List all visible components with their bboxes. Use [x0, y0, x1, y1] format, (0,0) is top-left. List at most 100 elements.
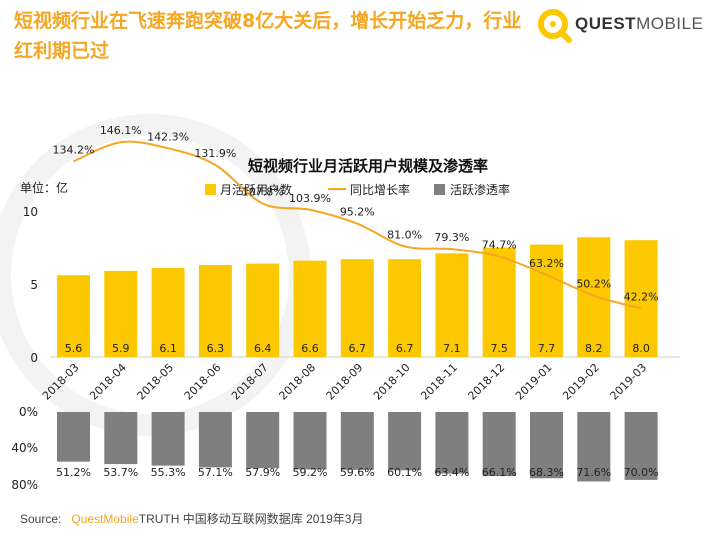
mau-bar [340, 259, 374, 357]
x-tick-label: 2018-08 [276, 361, 318, 403]
mau-value-label: 8.0 [632, 342, 650, 355]
x-tick-label: 2018-04 [87, 361, 129, 403]
mau-value-label: 5.6 [65, 342, 83, 355]
penetration-bar [151, 412, 185, 466]
headline: 短视频行业在飞速奔跑突破8亿大关后，增长开始乏力，行业红利期已过 [14, 10, 522, 62]
penetration-bar [388, 412, 422, 471]
x-tick-label: 2018-05 [135, 361, 177, 403]
mau-bar [577, 237, 611, 357]
x-tick-label: 2018-11 [418, 361, 460, 403]
mau-bar [57, 275, 90, 357]
penetration-value-label: 57.9% [245, 466, 280, 479]
growth-value-label: 63.2% [529, 257, 564, 270]
x-tick-label: 2019-03 [608, 361, 650, 403]
growth-value-label: 107.8% [242, 186, 284, 199]
penetration-value-label: 59.6% [340, 466, 375, 479]
mau-bar [388, 259, 422, 357]
growth-value-label: 42.2% [624, 290, 659, 303]
chart-marks: 5.62018-0351.2%5.92018-0453.7%6.12018-05… [40, 124, 680, 482]
y-tick-bottom-40: 40% [11, 441, 38, 455]
mau-bar [246, 263, 280, 357]
growth-value-label: 103.9% [289, 192, 331, 205]
penetration-bar [104, 412, 138, 465]
legend-label-penetration: 活跃渗透率 [450, 182, 510, 197]
mau-value-label: 6.6 [301, 342, 319, 355]
legend-label-mau: 月活跃用户数 [220, 182, 292, 197]
x-tick-label: 2018-12 [466, 361, 508, 403]
penetration-bar [198, 412, 232, 468]
growth-value-label: 95.2% [340, 206, 375, 219]
growth-value-label: 142.3% [147, 130, 189, 143]
y-tick-top-5: 5 [30, 278, 38, 292]
legend-swatch-mau [205, 184, 216, 195]
growth-value-label: 146.1% [100, 124, 142, 137]
mau-value-label: 6.7 [349, 342, 367, 355]
chart-title: 短视频行业月活跃用户规模及渗透率 [248, 157, 488, 175]
mau-value-label: 8.2 [585, 342, 603, 355]
x-tick-label: 2018-06 [182, 361, 224, 403]
penetration-value-label: 63.4% [434, 466, 469, 479]
y-tick-top-10: 10 [23, 205, 38, 219]
mau-value-label: 6.3 [207, 342, 225, 355]
mau-bar [104, 270, 138, 357]
mau-value-label: 6.1 [159, 342, 177, 355]
logo-text-quest: QUEST [575, 14, 637, 33]
x-tick-label: 2018-09 [324, 361, 366, 403]
unit-label: 单位：亿 [20, 180, 68, 195]
source-rest: TRUTH 中国移动互联网数据库 2019年3月 [138, 512, 364, 526]
penetration-value-label: 60.1% [387, 466, 422, 479]
penetration-bar [340, 412, 374, 470]
mau-bar [293, 260, 327, 357]
growth-value-label: 131.9% [194, 147, 236, 160]
penetration-value-label: 70.0% [624, 466, 659, 479]
mau-bar [198, 265, 232, 357]
source-note: Source: QuestMobileTRUTH 中国移动互联网数据库 2019… [20, 510, 363, 527]
penetration-value-label: 51.2% [56, 466, 91, 479]
mau-value-label: 6.4 [254, 342, 272, 355]
source-brand: QuestMobile [71, 512, 139, 526]
penetration-value-label: 53.7% [103, 466, 138, 479]
penetration-bar [482, 412, 516, 477]
penetration-bar [624, 412, 658, 480]
logo-text-mobile: MOBILE [636, 14, 704, 33]
quest-mobile-logo-icon [538, 9, 572, 43]
mau-value-label: 7.7 [538, 342, 556, 355]
mau-bar [624, 240, 658, 357]
penetration-bar [435, 412, 469, 474]
x-tick-label: 2019-01 [513, 361, 555, 403]
mau-bar [482, 247, 516, 357]
mau-bar [435, 253, 469, 357]
x-tick-label: 2018-10 [371, 361, 413, 403]
y-tick-bottom-80: 80% [11, 478, 38, 492]
growth-value-label: 81.0% [387, 228, 422, 241]
penetration-value-label: 66.1% [482, 466, 517, 479]
x-tick-label: 2019-02 [560, 361, 602, 403]
y-tick-top-0: 0 [30, 351, 38, 365]
penetration-value-label: 59.2% [293, 466, 328, 479]
mau-value-label: 7.1 [443, 342, 461, 355]
legend-swatch-penetration [434, 184, 445, 195]
quest-mobile-logo: QUESTMOBILE [537, 8, 707, 44]
mau-value-label: 6.7 [396, 342, 414, 355]
growth-value-label: 134.2% [53, 143, 95, 156]
penetration-value-label: 55.3% [151, 466, 186, 479]
mau-bar [151, 267, 185, 357]
legend-label-growth: 同比增长率 [350, 182, 410, 197]
mau-bar [530, 244, 563, 357]
penetration-bar [530, 412, 563, 479]
penetration-bar [293, 412, 327, 470]
growth-line [73, 140, 642, 310]
penetration-value-label: 57.1% [198, 466, 233, 479]
penetration-bar [246, 412, 280, 469]
y-tick-bottom-0: 0% [19, 405, 38, 419]
growth-value-label: 74.7% [482, 238, 517, 251]
growth-value-label: 79.3% [434, 231, 469, 244]
source-prefix: Source: [20, 512, 62, 526]
growth-value-label: 50.2% [576, 278, 611, 291]
mau-value-label: 5.9 [112, 342, 130, 355]
penetration-value-label: 68.3% [529, 466, 564, 479]
mau-value-label: 7.5 [490, 342, 508, 355]
penetration-bar [57, 412, 90, 462]
penetration-value-label: 71.6% [576, 466, 611, 479]
